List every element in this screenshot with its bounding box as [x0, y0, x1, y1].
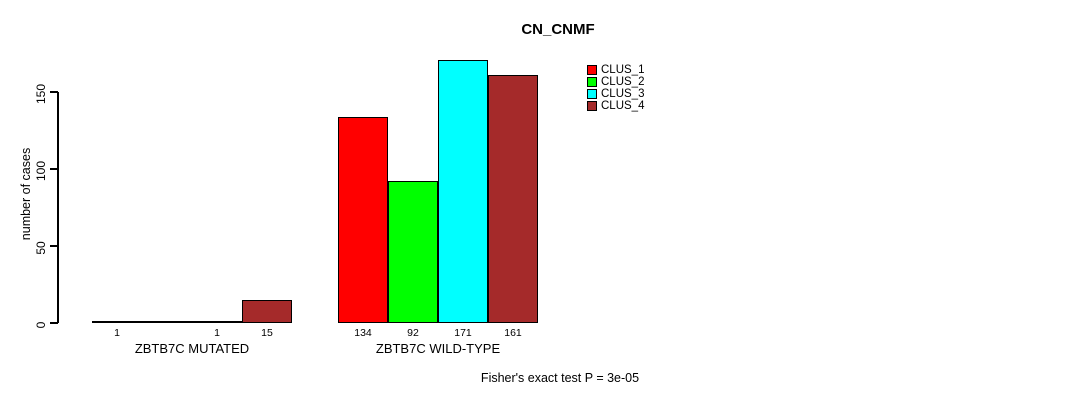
y-tick-mark [50, 322, 58, 324]
bar-value-label: 171 [454, 327, 472, 339]
bar-value-label: 15 [261, 327, 273, 339]
bar-clus_2 [388, 181, 438, 323]
bar-clus_3 [192, 321, 242, 323]
group-label: ZBTB7C MUTATED [134, 341, 250, 356]
legend-label: CLUS_4 [601, 100, 645, 112]
bar-clus_4 [242, 300, 292, 323]
legend-swatch-clus_3 [587, 89, 597, 99]
bar-value-label: 92 [407, 327, 419, 339]
bar-value-label: 1 [214, 327, 220, 339]
y-tick-mark [50, 168, 58, 170]
legend-label: CLUS_2 [601, 76, 645, 88]
y-axis-line [57, 92, 59, 323]
bar-clus_1 [338, 117, 388, 323]
legend-swatch-clus_2 [587, 77, 597, 87]
y-tick-mark [50, 91, 58, 93]
bar-clus_2 [142, 321, 192, 323]
y-tick-mark [50, 245, 58, 247]
bar-value-label: 1 [114, 327, 120, 339]
bar-value-label: 161 [504, 327, 522, 339]
legend-swatch-clus_1 [587, 65, 597, 75]
chart-title: CN_CNMF [521, 21, 595, 38]
bar-clus_4 [488, 75, 538, 323]
group-label: ZBTB7C WILD-TYPE [375, 341, 501, 356]
legend-label: CLUS_3 [601, 88, 645, 100]
legend-label: CLUS_1 [601, 64, 645, 76]
legend-swatch-clus_4 [587, 101, 597, 111]
bar-value-label: 134 [354, 327, 372, 339]
bar-clus_1 [92, 321, 142, 323]
bar-clus_3 [438, 60, 488, 323]
footnote-fishers-test: Fisher's exact test P = 3e-05 [480, 371, 640, 385]
